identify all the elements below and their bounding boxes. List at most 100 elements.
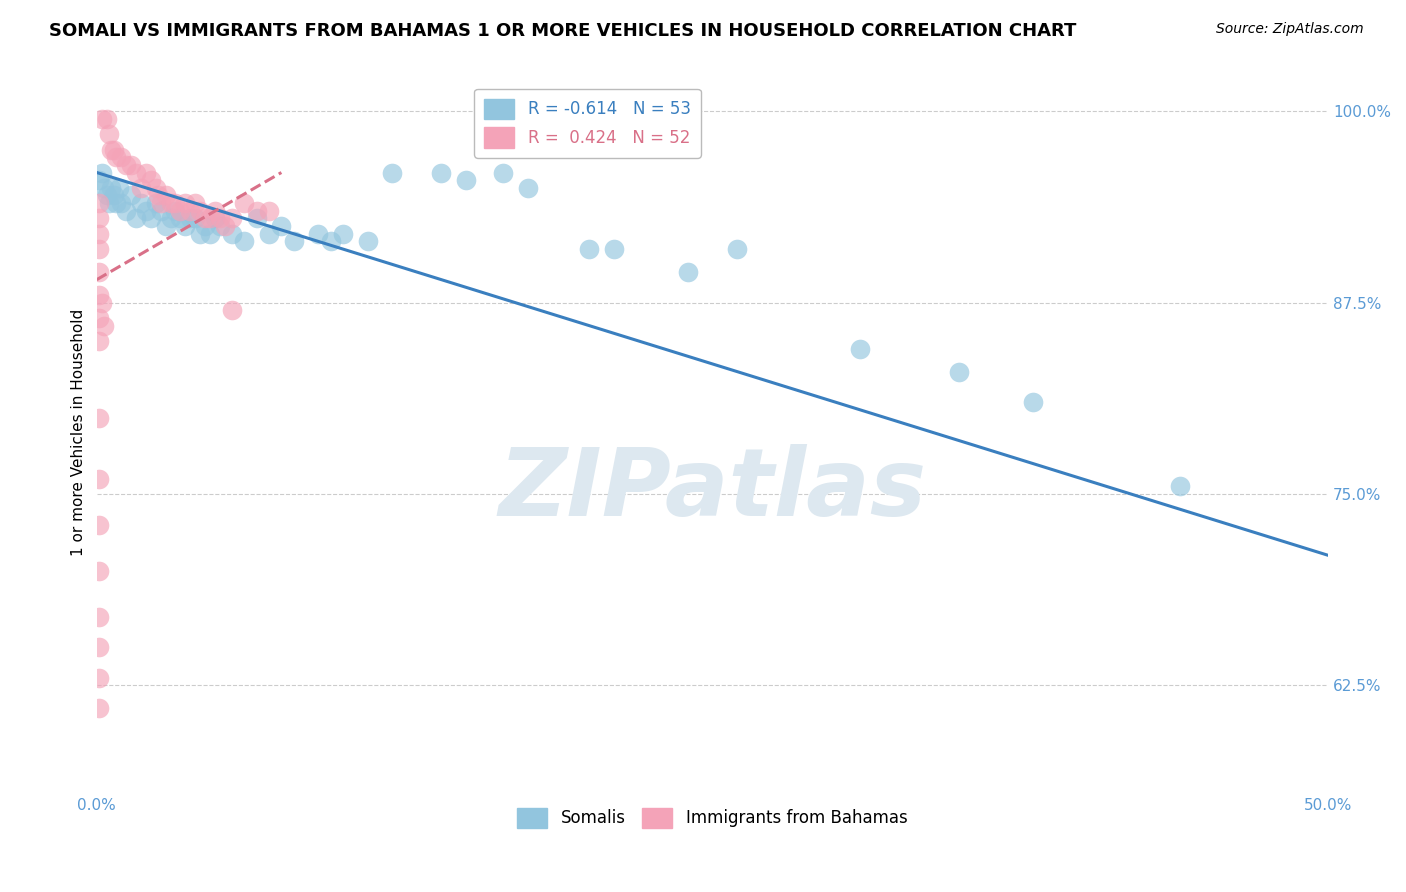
Point xyxy=(148,188,170,202)
Point xyxy=(125,165,148,179)
Point xyxy=(90,295,112,310)
Point xyxy=(87,564,110,578)
Point xyxy=(125,211,148,226)
Point xyxy=(188,203,211,218)
Point xyxy=(93,318,115,333)
Point xyxy=(87,173,110,187)
Point xyxy=(100,143,122,157)
Point xyxy=(246,203,269,218)
Point xyxy=(155,219,177,233)
Point xyxy=(159,211,181,226)
Point xyxy=(108,181,131,195)
Point xyxy=(233,196,256,211)
Point xyxy=(184,211,207,226)
Text: Source: ZipAtlas.com: Source: ZipAtlas.com xyxy=(1216,22,1364,37)
Point xyxy=(145,196,167,211)
Point xyxy=(103,143,125,157)
Y-axis label: 1 or more Vehicles in Household: 1 or more Vehicles in Household xyxy=(72,310,86,557)
Point xyxy=(179,211,201,226)
Point xyxy=(492,165,515,179)
Point xyxy=(129,196,152,211)
Point xyxy=(139,211,162,226)
Point xyxy=(221,303,243,318)
Point xyxy=(87,472,110,486)
Point xyxy=(105,150,128,164)
Point xyxy=(257,203,280,218)
Point xyxy=(603,242,626,256)
Point xyxy=(1170,479,1192,493)
Text: ZIPatlas: ZIPatlas xyxy=(498,444,927,536)
Point xyxy=(165,196,187,211)
Point xyxy=(179,203,201,218)
Legend: Somalis, Immigrants from Bahamas: Somalis, Immigrants from Bahamas xyxy=(510,801,914,835)
Point xyxy=(430,165,453,179)
Point xyxy=(270,219,292,233)
Point xyxy=(120,188,142,202)
Point xyxy=(90,165,112,179)
Point xyxy=(194,219,217,233)
Point xyxy=(948,365,970,379)
Point xyxy=(87,211,110,226)
Point xyxy=(214,219,236,233)
Point xyxy=(100,181,122,195)
Point xyxy=(516,181,538,195)
Point xyxy=(174,196,197,211)
Point xyxy=(208,219,231,233)
Point xyxy=(676,265,699,279)
Point xyxy=(110,150,132,164)
Point xyxy=(456,173,478,187)
Point xyxy=(115,158,138,172)
Point xyxy=(110,196,132,211)
Point xyxy=(135,165,157,179)
Point xyxy=(120,158,142,172)
Point xyxy=(356,235,378,249)
Point xyxy=(578,242,600,256)
Point xyxy=(87,288,110,302)
Point xyxy=(90,112,112,126)
Point xyxy=(135,203,157,218)
Point xyxy=(332,227,354,241)
Point xyxy=(139,173,162,187)
Point xyxy=(87,410,110,425)
Point xyxy=(257,227,280,241)
Point xyxy=(849,342,872,356)
Point xyxy=(1021,395,1043,409)
Point xyxy=(188,227,211,241)
Point xyxy=(87,196,110,211)
Point xyxy=(221,211,243,226)
Point xyxy=(198,227,221,241)
Point xyxy=(184,196,207,211)
Point xyxy=(149,203,172,218)
Point xyxy=(87,334,110,348)
Point xyxy=(87,517,110,532)
Point xyxy=(159,196,181,211)
Point xyxy=(98,127,121,141)
Point xyxy=(155,188,177,202)
Text: SOMALI VS IMMIGRANTS FROM BAHAMAS 1 OR MORE VEHICLES IN HOUSEHOLD CORRELATION CH: SOMALI VS IMMIGRANTS FROM BAHAMAS 1 OR M… xyxy=(49,22,1077,40)
Point xyxy=(198,211,221,226)
Point xyxy=(246,211,269,226)
Point xyxy=(98,196,121,211)
Point xyxy=(283,235,305,249)
Point xyxy=(165,203,187,218)
Point xyxy=(208,211,231,226)
Point xyxy=(93,181,115,195)
Point xyxy=(96,112,118,126)
Point xyxy=(319,235,342,249)
Point xyxy=(174,219,197,233)
Point xyxy=(169,211,191,226)
Point xyxy=(204,211,226,226)
Point xyxy=(149,196,172,211)
Point xyxy=(103,188,125,202)
Point xyxy=(307,227,329,241)
Point xyxy=(87,640,110,655)
Point xyxy=(87,265,110,279)
Point xyxy=(725,242,748,256)
Point xyxy=(145,181,167,195)
Point xyxy=(381,165,404,179)
Point xyxy=(115,203,138,218)
Point xyxy=(194,211,217,226)
Point xyxy=(87,242,110,256)
Point xyxy=(204,203,226,218)
Point xyxy=(221,227,243,241)
